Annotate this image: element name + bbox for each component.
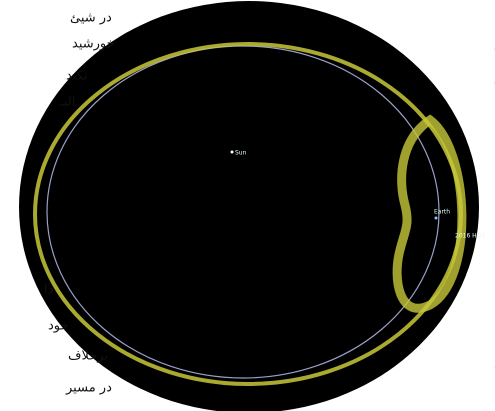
quasi-satellite-loop (392, 114, 467, 313)
sun-label: Sun (235, 150, 247, 157)
asteroid-label: 2016 HO3 (455, 233, 485, 240)
left-text-column: در شیئ خورشید نکند البـ دا خود برخلاف در مسیر (44, 11, 115, 396)
earth-label: Earth (434, 209, 450, 216)
text-fragment: برخلاف (68, 349, 108, 364)
text-fragment: خورشید (72, 37, 115, 52)
text-fragment: دا (44, 283, 54, 298)
text-fragment: نکند (66, 69, 88, 84)
sun-marker (230, 150, 234, 154)
earth-marker (434, 216, 438, 220)
orbit-figure: Sun Earth 2016 HO3 (19, 1, 485, 411)
text-fragment: البـ (59, 95, 75, 110)
figure-backdrop (19, 1, 479, 411)
text-fragment: در مسیر (65, 381, 112, 396)
text-fragment: در شیئ (70, 11, 112, 26)
text-fragment: خود (48, 319, 69, 334)
